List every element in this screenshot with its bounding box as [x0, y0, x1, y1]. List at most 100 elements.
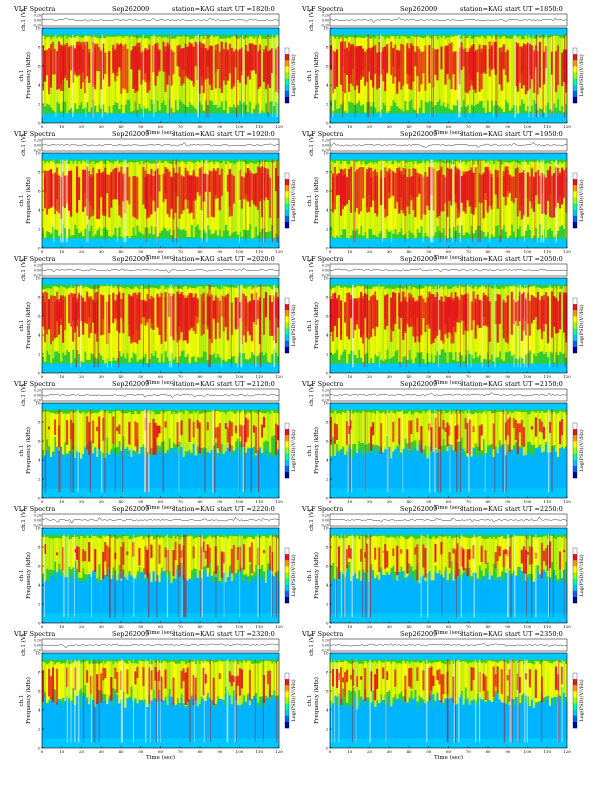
- sferic-streak: [59, 409, 61, 493]
- spectrogram-cell: [128, 176, 131, 205]
- spectrogram-cell: [464, 699, 467, 739]
- spectrogram-cell: [384, 167, 387, 218]
- spectrogram-cell: [252, 457, 256, 489]
- spectrogram-cell: [262, 550, 266, 554]
- spectrogram-cell: [450, 42, 453, 90]
- y-tick-label: 2: [326, 352, 329, 357]
- spectrogram-cell: [66, 43, 69, 81]
- spectrogram-cell: [120, 43, 123, 71]
- sferic-streak: [125, 159, 127, 243]
- spectrogram-cell: [148, 174, 151, 217]
- sferic-streak: [558, 659, 560, 743]
- spectrogram-cell: [228, 168, 231, 207]
- y-tick-label: 0: [326, 121, 329, 126]
- spectrogram-cell: [156, 425, 159, 438]
- spectrogram-cell: [138, 37, 141, 104]
- spectrogram-cell: [382, 699, 385, 739]
- spectrogram-cell: [468, 286, 471, 354]
- panel-station: station=KAG: [460, 630, 503, 638]
- spectrogram-cell: [262, 674, 266, 703]
- spectrogram-cell: [558, 37, 562, 111]
- spectrogram-cell: [158, 544, 161, 564]
- x-tick-label: 50: [138, 749, 144, 754]
- colorbar-segment: [573, 322, 577, 329]
- spectrogram-cell: [192, 421, 195, 438]
- spectrogram-cell: [422, 410, 425, 450]
- spectrogram-cell: [368, 412, 371, 443]
- spectrogram-cell: [382, 667, 385, 679]
- x-tick-label: 80: [485, 749, 491, 754]
- spectrogram-cell: [136, 575, 139, 614]
- spectrogram-cell: [476, 580, 479, 614]
- spectrogram-cell: [386, 171, 389, 217]
- spectrogram-cell: [484, 550, 487, 564]
- sferic-streak: [458, 659, 460, 743]
- sferic-streak: [237, 284, 239, 368]
- spectrogram-cell: [210, 450, 214, 489]
- spectrogram-cell: [430, 571, 433, 614]
- spectrogram-cell: [452, 676, 455, 704]
- spectrogram-cell: [550, 291, 554, 338]
- spectrogram-cell: [384, 46, 387, 82]
- spectrogram-cell: [502, 446, 506, 489]
- x-tick-label: 120: [275, 374, 283, 379]
- panel-date: Sep262009: [400, 630, 437, 638]
- spectrogram-cell: [116, 427, 119, 432]
- spectrogram-cell: [96, 291, 99, 342]
- spectrogram-panel-2: VLF Spectra Sep262009 station=KAG start UT …: [301, 5, 585, 136]
- colorbar-segment: [573, 471, 577, 479]
- spectrogram-cell: [424, 413, 427, 446]
- sferic-streak: [236, 659, 237, 743]
- sferic-streak: [93, 659, 95, 743]
- spectrogram-cell: [374, 45, 377, 74]
- spectrogram-cell: [460, 294, 463, 321]
- spectrogram-cell: [392, 164, 395, 234]
- colorbar-segment: [285, 673, 289, 680]
- y-tick-label: 8: [326, 545, 329, 550]
- spectrogram-cell: [196, 411, 199, 447]
- spectrogram-cell: [524, 702, 528, 739]
- sferic-streak: [351, 409, 353, 493]
- x-tick-label: 110: [543, 749, 551, 754]
- spectrogram-cell: [416, 544, 419, 581]
- spectrogram-cell: [454, 549, 457, 579]
- x-tick-label: 10: [347, 249, 353, 254]
- spectrogram-cell: [428, 291, 431, 329]
- colorbar-label: Log(PSD)(V²/Hz): [290, 679, 297, 721]
- spectrogram-cell: [104, 542, 107, 562]
- sferic-streak: [535, 34, 538, 118]
- spectrogram-cell: [92, 569, 95, 614]
- spectrogram-cell: [506, 674, 509, 681]
- sferic-streak: [209, 284, 211, 368]
- sferic-streak: [446, 659, 449, 743]
- spectrogram-cell: [406, 701, 409, 739]
- spectrogram-cell: [192, 578, 195, 614]
- colorbar-label: Log(PSD)(V²/Hz): [578, 679, 585, 721]
- spectrogram-cell: [122, 413, 125, 437]
- sferic-streak: [526, 534, 527, 618]
- panel-date: Sep262009: [112, 380, 149, 388]
- spectrogram-cell: [332, 704, 335, 739]
- spectrogram-cell: [348, 292, 351, 340]
- sferic-streak: [256, 34, 258, 118]
- spectrogram-cell: [548, 662, 552, 706]
- spectrogram-cell: [428, 667, 431, 701]
- spectrogram-cell: [198, 697, 201, 739]
- sferic-streak: [561, 659, 563, 743]
- x-tick-label: 60: [158, 249, 164, 254]
- sferic-streak: [526, 659, 528, 743]
- spectrogram-cell: [88, 48, 91, 68]
- spectrogram-cell: [140, 52, 143, 85]
- spectrogram-cell: [536, 299, 540, 329]
- spectrogram-cell: [84, 694, 87, 739]
- spectrogram-cell: [246, 449, 250, 489]
- spectrogram-cell: [408, 177, 411, 206]
- spectrogram-cell: [206, 422, 209, 431]
- spectrogram-cell: [508, 417, 511, 452]
- spectrogram-cell: [242, 177, 246, 199]
- spectrogram-cell: [402, 414, 405, 449]
- spectrogram-cell: [154, 454, 157, 489]
- y-tick-label: 6: [326, 189, 329, 194]
- spectrogram-cell: [266, 457, 270, 489]
- colorbar-segment: [573, 298, 577, 305]
